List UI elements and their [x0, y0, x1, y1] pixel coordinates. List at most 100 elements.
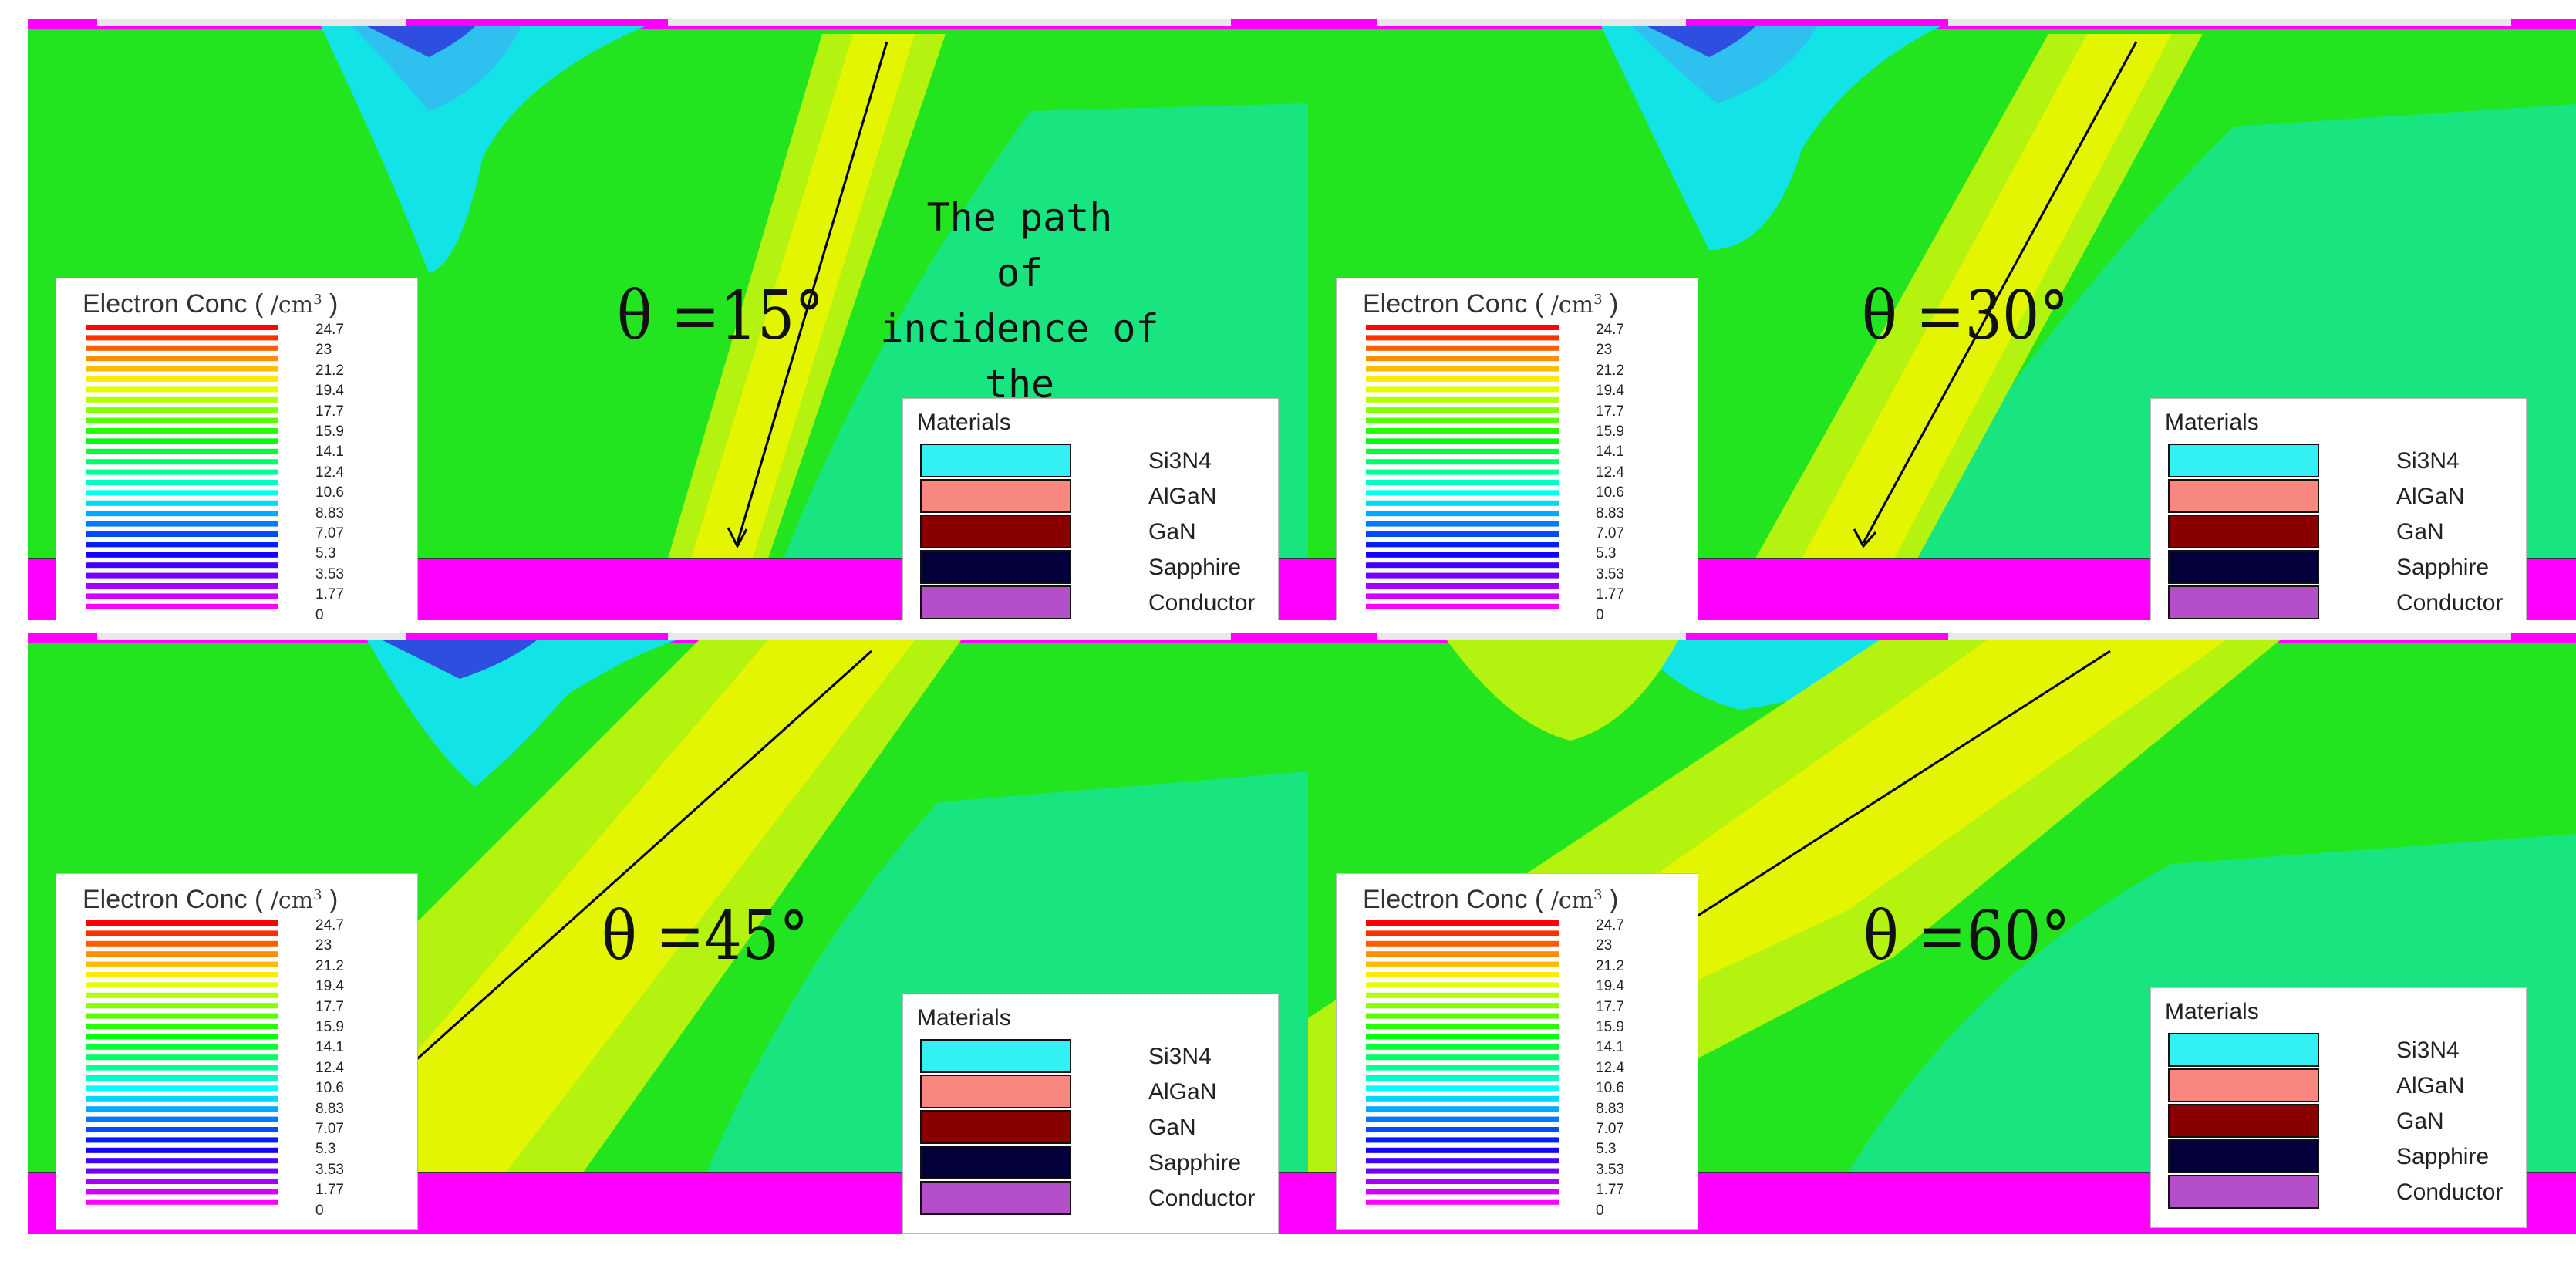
scale-tick-label: 8.83: [1596, 1100, 1624, 1117]
angle-label-30: θ =30°: [1862, 275, 2069, 355]
scale-bar: [1366, 480, 1559, 485]
scale-bar: [86, 992, 278, 998]
material-label: Si3N4: [2396, 448, 2460, 474]
electron-conc-legend-60: Electron Conc ( /cm3 ) 24.7 23 21.2 19.4 17.…: [1336, 873, 1698, 1230]
scale-tick-label: 24.7: [315, 917, 344, 933]
scale-bar: [86, 1024, 278, 1029]
scale-bar: [86, 951, 278, 957]
scale-bar: [86, 417, 278, 423]
scale-bar: [1366, 542, 1559, 548]
material-label: AlGaN: [1148, 1079, 1217, 1105]
scale-tick-label: 12.4: [315, 1059, 344, 1076]
scale-tick-label: 15.9: [1596, 423, 1624, 440]
scale-bar: [86, 1085, 278, 1092]
material-swatch: [920, 550, 1071, 584]
scale-bar: [1366, 356, 1559, 362]
scale-bar: [86, 1168, 278, 1174]
angle-label-60: θ =60°: [1863, 896, 2071, 975]
scale-tick-label: 10.6: [1596, 484, 1624, 501]
scale-tick-label: 17.7: [315, 998, 344, 1015]
scale-tick-label: 14.1: [315, 444, 344, 461]
scale-bar: [1366, 583, 1559, 589]
material-swatch: [920, 585, 1071, 619]
scale-tick-label: 10.6: [315, 1080, 344, 1097]
scale-bar: [86, 1199, 278, 1205]
scale-bar: [1366, 1044, 1559, 1050]
scale-bar: [1366, 1085, 1559, 1092]
scale-bar: [1366, 572, 1559, 579]
material-label: GaN: [2396, 1108, 2444, 1134]
angle-label-15: θ =15°: [617, 275, 824, 355]
scale-bar: [1366, 345, 1559, 351]
scale-bar: [1366, 459, 1559, 465]
scale-bar: [1366, 1147, 1559, 1153]
scale-tick-label: 21.2: [1596, 362, 1624, 379]
scale-tick-label: 17.7: [315, 403, 344, 420]
material-swatch: [920, 1110, 1071, 1144]
scale-bar: [1366, 396, 1559, 403]
scale-bar: [86, 438, 278, 444]
scale-tick-label: 19.4: [315, 383, 344, 400]
scale-bar: [86, 1065, 278, 1071]
material-label: Conductor: [1148, 590, 1256, 616]
material-label: Si3N4: [1148, 1044, 1212, 1069]
scale-bar: [1366, 386, 1559, 393]
scale-tick-label: 17.7: [1596, 403, 1624, 420]
scale-bar: [1366, 1003, 1559, 1009]
scale-bar: [86, 920, 278, 926]
scale-bar: [1366, 490, 1559, 496]
scale-tick-label: 19.4: [315, 978, 344, 995]
scale-tick-label: 5.3: [1596, 545, 1617, 562]
electron-conc-legend-15: Electron Conc ( /cm3 ) 24.7 23 21.2 19.4 17.…: [56, 278, 418, 620]
legend-title: Electron Conc ( /cm3 ): [1363, 885, 1619, 914]
scale-bar: [86, 335, 278, 341]
scale-tick-label: 0: [315, 606, 324, 620]
electron-conc-legend-30: Electron Conc ( /cm3 ) 24.7 23 21.2 19.4 17.…: [1336, 278, 1698, 620]
scale-bar: [1366, 1189, 1559, 1195]
scale-bar: [1366, 407, 1559, 413]
scale-tick-label: 7.07: [315, 1121, 344, 1137]
scale-tick-label: 7.07: [1596, 1121, 1624, 1137]
scale-tick-label: 23: [315, 342, 332, 359]
scale-bar: [1366, 366, 1559, 372]
scale-bar: [1366, 1158, 1559, 1164]
material-label: AlGaN: [1148, 484, 1217, 509]
material-swatch: [2168, 1175, 2319, 1209]
material-swatch: [920, 479, 1071, 513]
scale-bar: [86, 386, 278, 393]
scale-bar: [1366, 325, 1559, 330]
scale-tick-label: 14.1: [315, 1039, 344, 1056]
scale-tick-label: 24.7: [315, 322, 344, 338]
scale-tick-label: 19.4: [1596, 383, 1624, 400]
materials-legend-title: Materials: [2165, 410, 2259, 435]
scale-bar: [1366, 961, 1559, 967]
material-label: Si3N4: [1148, 448, 1212, 474]
material-swatch: [2168, 1033, 2319, 1067]
scale-tick-label: 21.2: [1596, 957, 1624, 974]
material-label: GaN: [2396, 519, 2444, 545]
scale-bar: [1366, 972, 1559, 977]
materials-legend-title: Materials: [917, 410, 1011, 435]
scale-bar: [86, 345, 278, 351]
scale-bar: [1366, 438, 1559, 444]
scale-bar: [1366, 448, 1559, 454]
scale-tick-label: 3.53: [315, 1161, 344, 1178]
scale-tick-label: 19.4: [1596, 978, 1624, 995]
scale-bar: [1366, 1075, 1559, 1081]
scale-bar: [86, 1189, 278, 1195]
material-swatch: [2168, 550, 2319, 584]
material-label: Sapphire: [1148, 555, 1242, 580]
scale-tick-label: 10.6: [315, 484, 344, 501]
scale-bar: [86, 376, 278, 382]
scale-bar: [86, 459, 278, 465]
scale-tick-label: 14.1: [1596, 1039, 1624, 1056]
scale-bar: [86, 982, 278, 988]
material-label: Sapphire: [2396, 1144, 2490, 1169]
material-swatch: [920, 1146, 1071, 1179]
scale-bar: [86, 1137, 278, 1143]
material-label: Conductor: [1148, 1186, 1256, 1211]
scale-bar: [1366, 521, 1559, 527]
scale-tick-label: 17.7: [1596, 998, 1624, 1015]
color-scale-bars: [1366, 920, 1559, 1205]
scale-bar: [86, 1158, 278, 1164]
